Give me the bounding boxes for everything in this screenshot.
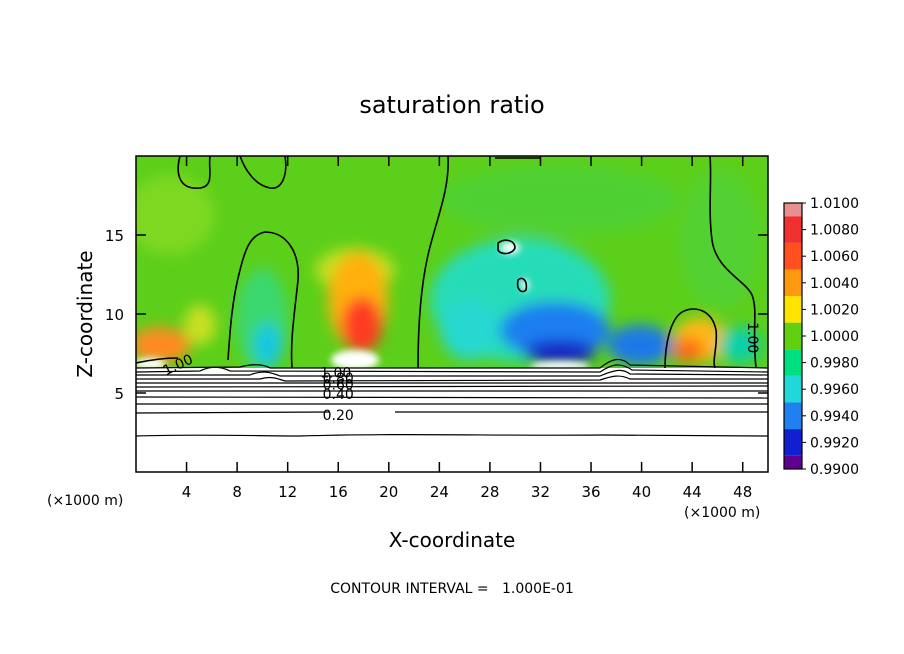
contour-label: 0.40: [323, 387, 354, 403]
x-tick-label: 4: [182, 483, 192, 501]
x-axis-label: X-coordinate: [389, 528, 516, 552]
colorbar-tick-label: 0.9900: [810, 462, 859, 478]
x-tick-label: 40: [632, 483, 651, 501]
colorbar-segment: [784, 402, 802, 430]
contour-interval-note: CONTOUR INTERVAL = 1.000E-01: [330, 581, 574, 597]
y-tick-label: 5: [114, 385, 124, 403]
x-tick-label: 8: [232, 483, 242, 501]
colorbar-segment: [784, 455, 802, 469]
colorbar-tick-label: 0.9960: [810, 382, 859, 398]
x-tick-label: 32: [531, 483, 550, 501]
colorbar-segment: [784, 216, 802, 243]
colorbar: 1.0100 1.0080 1.0060 1.0040 1.0020 1.0000 0.99…: [783, 196, 859, 478]
x-tick-label: 12: [278, 483, 297, 501]
colorbar-tick-label: 0.9980: [810, 356, 859, 372]
colorbar-tick-label: 1.0020: [810, 302, 859, 318]
contour-lines: [136, 156, 757, 369]
colorbar-tick-label: 1.0080: [810, 223, 859, 239]
colorbar-tick-label: 1.0040: [810, 276, 859, 292]
color-field: [136, 165, 762, 372]
x-units-left: (×1000 m): [47, 493, 123, 509]
colorbar-tick-label: 0.9940: [810, 409, 859, 425]
x-tick-label: 16: [329, 483, 348, 501]
colorbar-segment: [784, 429, 802, 456]
y-tick-label: 10: [105, 306, 124, 324]
contour-label: 1.00: [744, 322, 760, 353]
contour-label: 0.20: [323, 408, 354, 424]
colorbar-segment: [784, 322, 802, 350]
x-tick-label: 28: [480, 483, 499, 501]
chart-title: saturation ratio: [359, 91, 544, 119]
contour-label: 0.60: [323, 377, 354, 393]
colorbar-segment: [784, 242, 802, 270]
lower-region: [136, 368, 768, 472]
x-units-right: (×1000 m): [684, 505, 760, 521]
colorbar-tick-label: 1.0100: [810, 196, 859, 212]
colorbar-tick-label: 1.0000: [810, 329, 859, 345]
plot-area: 1.00 1.000.800.600.400.201.00: [136, 156, 768, 472]
colorbar-segment: [784, 269, 802, 297]
colorbar-tick-label: 1.0060: [810, 249, 859, 265]
x-tick-label: 20: [379, 483, 398, 501]
contour-stack: [136, 358, 768, 437]
colorbar-segment: [784, 375, 802, 403]
y-axis-label: Z-coordinate: [73, 250, 97, 377]
colorbar-segment: [784, 349, 802, 376]
x-axis: 4 8 12 16 20 24 28 32 36 40 44 48: [182, 156, 752, 501]
contour-label: 0.80: [323, 371, 354, 387]
y-axis: 5 10 15: [105, 227, 768, 403]
colorbar-segment: [784, 203, 802, 217]
x-tick-label: 48: [733, 483, 752, 501]
colorbar-segment: [784, 296, 802, 323]
x-tick-label: 24: [430, 483, 449, 501]
contour-label: 1.00: [320, 365, 351, 381]
x-tick-label: 44: [683, 483, 702, 501]
x-tick-label: 36: [581, 483, 600, 501]
colorbar-tick-label: 0.9920: [810, 435, 859, 451]
y-tick-label: 15: [105, 227, 124, 245]
